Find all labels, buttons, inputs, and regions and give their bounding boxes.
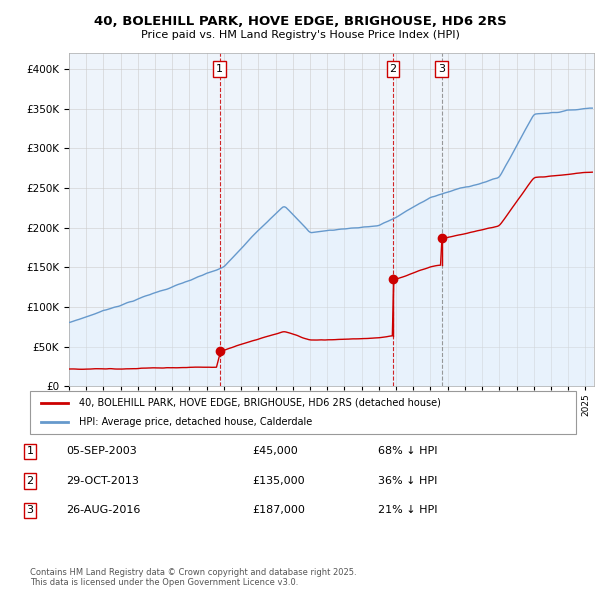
Text: Price paid vs. HM Land Registry's House Price Index (HPI): Price paid vs. HM Land Registry's House … — [140, 30, 460, 40]
Text: 21% ↓ HPI: 21% ↓ HPI — [378, 506, 437, 515]
FancyBboxPatch shape — [30, 391, 576, 434]
Text: 3: 3 — [438, 64, 445, 74]
Text: 1: 1 — [216, 64, 223, 74]
Text: 40, BOLEHILL PARK, HOVE EDGE, BRIGHOUSE, HD6 2RS: 40, BOLEHILL PARK, HOVE EDGE, BRIGHOUSE,… — [94, 15, 506, 28]
Text: £45,000: £45,000 — [252, 447, 298, 456]
Text: 29-OCT-2013: 29-OCT-2013 — [66, 476, 139, 486]
Text: 68% ↓ HPI: 68% ↓ HPI — [378, 447, 437, 456]
Text: 36% ↓ HPI: 36% ↓ HPI — [378, 476, 437, 486]
Text: £187,000: £187,000 — [252, 506, 305, 515]
Text: 2: 2 — [389, 64, 397, 74]
Text: Contains HM Land Registry data © Crown copyright and database right 2025.
This d: Contains HM Land Registry data © Crown c… — [30, 568, 356, 587]
Text: 40, BOLEHILL PARK, HOVE EDGE, BRIGHOUSE, HD6 2RS (detached house): 40, BOLEHILL PARK, HOVE EDGE, BRIGHOUSE,… — [79, 398, 441, 408]
Text: 3: 3 — [26, 506, 34, 515]
Text: 1: 1 — [26, 447, 34, 456]
Text: £135,000: £135,000 — [252, 476, 305, 486]
Text: 05-SEP-2003: 05-SEP-2003 — [66, 447, 137, 456]
Text: HPI: Average price, detached house, Calderdale: HPI: Average price, detached house, Cald… — [79, 417, 313, 427]
Text: 2: 2 — [26, 476, 34, 486]
Text: 26-AUG-2016: 26-AUG-2016 — [66, 506, 140, 515]
